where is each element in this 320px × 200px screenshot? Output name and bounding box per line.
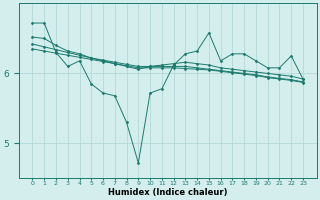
X-axis label: Humidex (Indice chaleur): Humidex (Indice chaleur) [108,188,228,197]
